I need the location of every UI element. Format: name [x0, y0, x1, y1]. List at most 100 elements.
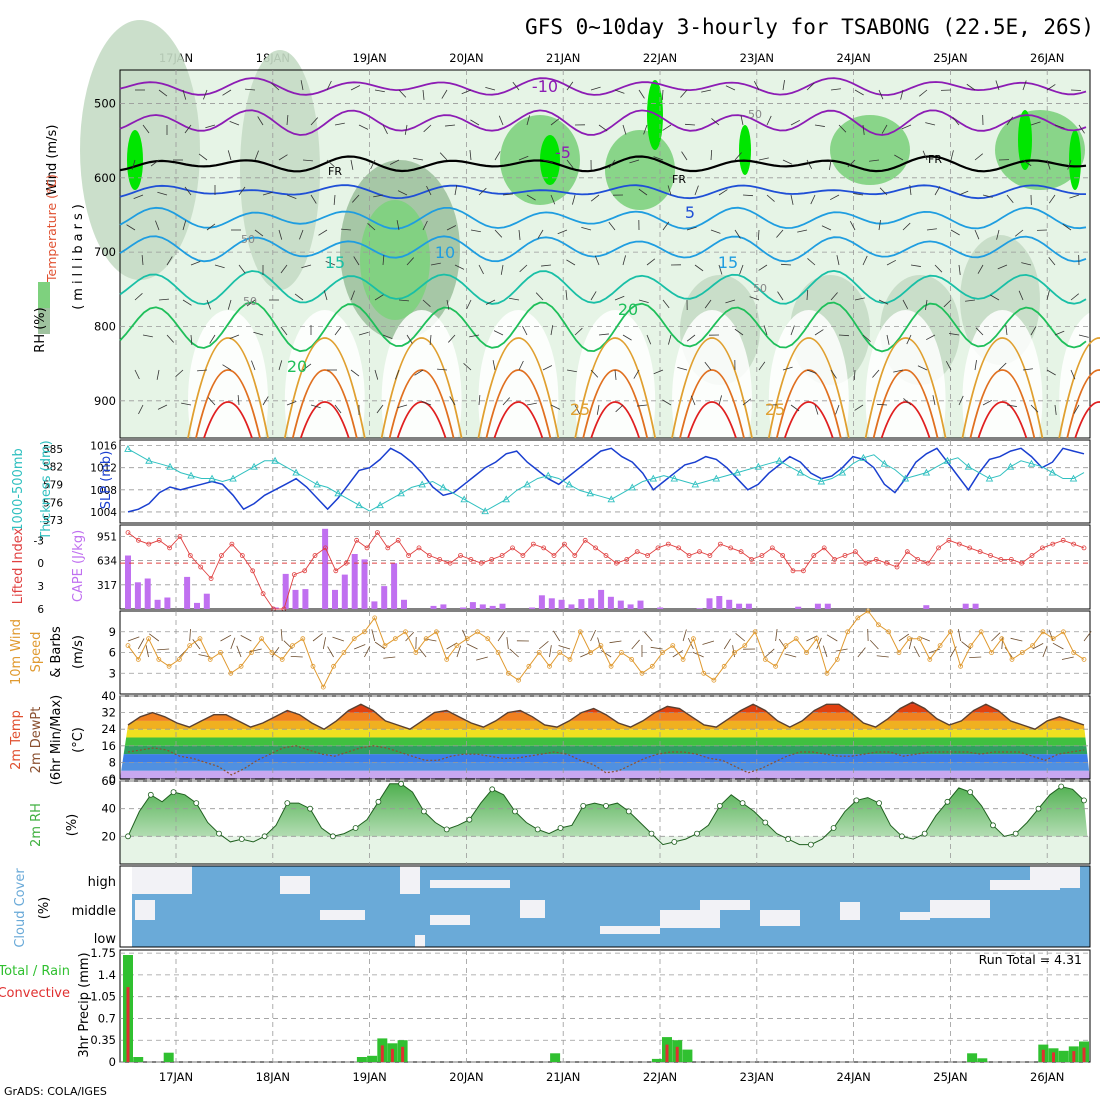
- wind-barb: [550, 194, 556, 205]
- rh2m-marker: [1012, 830, 1019, 837]
- wind-barb: [184, 124, 192, 134]
- wind-barb: [382, 334, 393, 339]
- cloud-clear: [135, 900, 155, 920]
- thickness-tick: 576: [43, 497, 63, 509]
- wind10m-speed-label: Speed: [29, 632, 44, 673]
- wind10m-marker: [762, 657, 768, 662]
- wind10m-marker: [721, 663, 727, 669]
- temperature-contour: [119, 155, 1087, 173]
- thickness-marker: [1048, 468, 1057, 476]
- rh2m-tick: 20: [101, 829, 116, 843]
- wind-barb: [893, 369, 904, 373]
- wind10m-marker: [1050, 636, 1056, 642]
- wind-barb: [301, 264, 312, 269]
- rh-shading: [360, 200, 430, 320]
- wind10m-marker: [372, 615, 378, 621]
- wind10m-marker: [824, 670, 830, 676]
- wind-barb: [608, 159, 616, 169]
- top-date-label: 22JAN: [643, 51, 677, 65]
- rh-bright-shading: [739, 125, 751, 175]
- wind-barb: [667, 185, 672, 196]
- wind10m-marker: [701, 670, 707, 676]
- wind-barb: [862, 334, 871, 342]
- wind-barb: [862, 255, 868, 266]
- wind10m-marker: [670, 643, 676, 648]
- wind-barb: [478, 395, 481, 406]
- cape-bar: [548, 598, 555, 609]
- lifted-marker: [489, 557, 495, 562]
- wind10m-marker: [937, 643, 943, 648]
- wind-barb: [1067, 159, 1072, 170]
- lifted-marker: [780, 553, 786, 558]
- wind-barb: [222, 364, 232, 371]
- bottom-date-label: 26JAN: [1030, 1070, 1064, 1084]
- wind-barb: [982, 194, 993, 198]
- upper-temp-label: Temperature (°C): [44, 174, 59, 283]
- wind-barb: [975, 327, 984, 336]
- lifted-marker: [208, 576, 214, 581]
- lifted-marker: [717, 541, 723, 547]
- wind-barb: [830, 88, 841, 91]
- wind-barb: [943, 299, 952, 308]
- temp2m-panel: 40 32 24 16 8 0: [101, 689, 1091, 786]
- contour-label: 50: [753, 282, 767, 295]
- cloud-clear: [415, 935, 425, 947]
- wind-barb: [949, 333, 960, 336]
- thickness-marker: [838, 468, 847, 476]
- wind10m-barb: [991, 632, 1001, 642]
- wind-barb: [1069, 194, 1080, 199]
- thickness-marker: [376, 501, 384, 509]
- cape-bar: [568, 604, 575, 609]
- wind10m-marker: [999, 636, 1005, 642]
- wind-barb: [925, 334, 936, 341]
- wind-barb: [918, 89, 928, 97]
- wind-barb: [821, 225, 832, 231]
- wind-barb: [446, 299, 450, 310]
- wind-barb: [814, 404, 819, 415]
- wind-barb: [382, 255, 385, 266]
- wind-barb: [886, 334, 890, 345]
- wind10m-marker: [156, 657, 162, 662]
- wind-barb: [526, 402, 537, 406]
- bottom-date-label: 25JAN: [933, 1070, 967, 1084]
- wind-barb: [974, 360, 977, 371]
- wind-barb: [498, 115, 504, 126]
- wind-barb: [965, 299, 976, 302]
- top-date-label: 19JAN: [352, 51, 386, 65]
- wind-barb: [718, 395, 722, 406]
- wind-barb: [740, 115, 744, 126]
- rh2m-tick: 40: [101, 802, 116, 816]
- wind-barb: [526, 194, 536, 201]
- cape-bar: [923, 605, 930, 609]
- wind-barb: [614, 369, 617, 380]
- slp-panel: 1016 1012 1008 1004 585 582 579 576 573: [43, 439, 1091, 527]
- rh2m-marker: [853, 797, 860, 804]
- lifted-tick: 6: [37, 604, 44, 616]
- wind10m-marker: [228, 670, 234, 676]
- precip-units-label: 3hr Precip (mm): [77, 952, 92, 1057]
- temp-band: [120, 720, 1090, 730]
- lifted-marker: [790, 568, 796, 574]
- wind-barb: [463, 363, 472, 371]
- wind-barb: [638, 299, 649, 303]
- bottom-date-label: 23JAN: [740, 1070, 774, 1084]
- wind10m-barb: [157, 648, 170, 651]
- wind-barb: [454, 185, 458, 196]
- wind-barb: [758, 361, 766, 371]
- warm-contour: [195, 369, 261, 439]
- temperature-contour: [119, 301, 1087, 353]
- wind-barb: [1014, 229, 1024, 237]
- wind10m-barb: [857, 647, 866, 658]
- rh2m-marker: [170, 789, 177, 795]
- contour-label: FR: [328, 165, 342, 178]
- wind-barb: [952, 116, 960, 126]
- bottom-date-label: 21JAN: [546, 1070, 580, 1084]
- lifted-marker: [749, 557, 754, 562]
- temperature-contour: [119, 235, 1087, 263]
- wind-barb: [310, 404, 321, 409]
- wind-barb: [1022, 368, 1033, 371]
- thickness-marker: [712, 474, 721, 482]
- precip-tick: 1.4: [98, 968, 116, 982]
- lifted-marker: [915, 557, 921, 562]
- wind-barb: [566, 81, 574, 91]
